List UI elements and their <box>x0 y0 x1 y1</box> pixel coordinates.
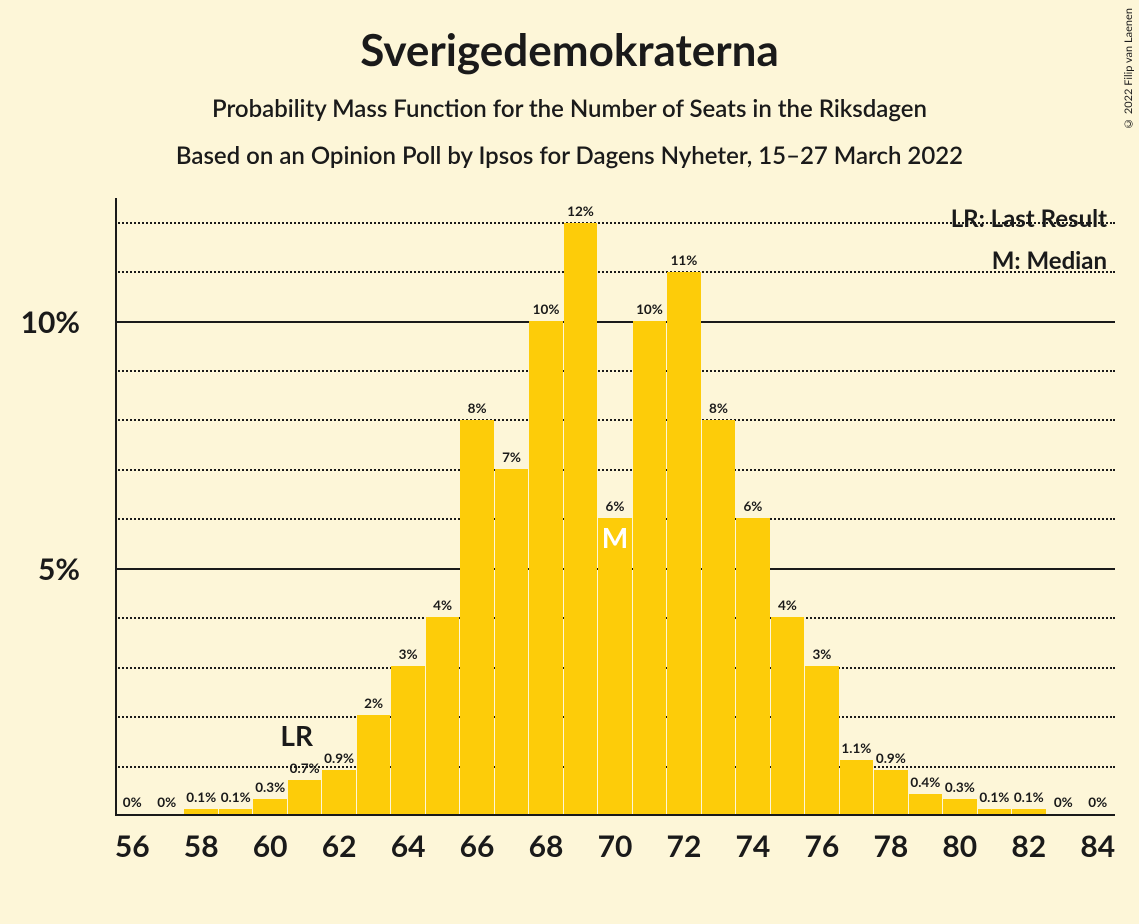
bar <box>357 715 390 814</box>
bar <box>288 780 321 814</box>
y-tick-label: 5% <box>38 551 80 587</box>
bar-value-label: 0.1% <box>186 789 216 805</box>
bar <box>840 760 873 814</box>
bar-value-label: 4% <box>778 597 797 613</box>
bar <box>633 321 666 814</box>
bar-value-label: 1.1% <box>841 740 871 756</box>
bar <box>184 809 217 814</box>
bar <box>253 799 286 814</box>
y-axis <box>115 198 117 816</box>
bar <box>771 617 804 814</box>
bar <box>322 770 355 814</box>
bar-value-label: 12% <box>567 203 594 219</box>
y-tick-label: 10% <box>21 304 80 340</box>
bar <box>564 223 597 814</box>
bar <box>598 518 631 814</box>
chart-subtitle-2: Based on an Opinion Poll by Ipsos for Da… <box>0 141 1139 170</box>
bar-value-label: 0.9% <box>876 750 906 766</box>
bar <box>495 469 528 814</box>
bar-value-label: 0.3% <box>945 779 975 795</box>
x-tick-label: 74 <box>736 828 771 864</box>
bar <box>460 420 493 814</box>
bar <box>219 809 252 814</box>
bar-value-label: 10% <box>636 301 663 317</box>
bar-value-label: 6% <box>606 498 625 514</box>
bar <box>805 666 838 814</box>
chart-subtitle-1: Probability Mass Function for the Number… <box>0 94 1139 123</box>
x-tick-label: 76 <box>804 828 839 864</box>
chart-container: Sverigedemokraterna Probability Mass Fun… <box>0 0 1139 924</box>
bar <box>426 617 459 814</box>
x-tick-label: 78 <box>873 828 908 864</box>
bar-value-label: 0% <box>1088 794 1107 810</box>
x-tick-label: 62 <box>322 828 357 864</box>
bar <box>943 799 976 814</box>
bar-value-label: 6% <box>743 498 762 514</box>
x-tick-label: 68 <box>529 828 564 864</box>
x-tick-label: 72 <box>667 828 702 864</box>
bar-value-label: 8% <box>709 400 728 416</box>
bar <box>1012 809 1045 814</box>
grid-minor <box>115 419 1115 421</box>
bar-value-label: 3% <box>399 646 418 662</box>
x-tick-label: 56 <box>115 828 150 864</box>
bar-value-label: 0.4% <box>910 774 940 790</box>
x-axis <box>115 814 1115 816</box>
plot-area: LR: Last Result M: Median 0%0%0.1%0.1%0.… <box>115 198 1115 816</box>
copyright-text: © 2022 Filip van Laenen <box>1122 8 1135 130</box>
bar-value-label: 0% <box>123 794 142 810</box>
bar-value-label: 3% <box>812 646 831 662</box>
bar-value-label: 10% <box>533 301 560 317</box>
bar <box>702 420 735 814</box>
bar <box>874 770 907 814</box>
x-tick-label: 84 <box>1080 828 1115 864</box>
grid-minor <box>115 469 1115 471</box>
median-marker: M <box>602 520 628 554</box>
bar <box>529 321 562 814</box>
bar-value-label: 8% <box>468 400 487 416</box>
bar-value-label: 0% <box>1054 794 1073 810</box>
bar-value-label: 0.1% <box>979 789 1009 805</box>
grid-minor <box>115 271 1115 273</box>
x-tick-label: 64 <box>391 828 426 864</box>
legend-last-result: LR: Last Result <box>951 204 1107 233</box>
grid-minor <box>115 222 1115 224</box>
x-tick-label: 58 <box>184 828 219 864</box>
grid-minor <box>115 370 1115 372</box>
bar <box>978 809 1011 814</box>
x-tick-label: 80 <box>942 828 977 864</box>
bar <box>736 518 769 814</box>
bar <box>909 794 942 814</box>
x-tick-label: 82 <box>1011 828 1046 864</box>
bar-value-label: 0.1% <box>1014 789 1044 805</box>
bar <box>667 272 700 814</box>
x-tick-label: 66 <box>460 828 495 864</box>
grid-major <box>115 321 1115 323</box>
bar-value-label: 0% <box>157 794 176 810</box>
x-tick-label: 70 <box>598 828 633 864</box>
bar-value-label: 11% <box>671 252 698 268</box>
bar <box>391 666 424 814</box>
bar-value-label: 4% <box>433 597 452 613</box>
x-tick-label: 60 <box>253 828 288 864</box>
bar-value-label: 0.3% <box>255 779 285 795</box>
last-result-marker: LR <box>280 718 313 752</box>
bar-value-label: 2% <box>364 695 383 711</box>
bar-value-label: 0.1% <box>221 789 251 805</box>
chart-title: Sverigedemokraterna <box>0 0 1139 76</box>
bar-value-label: 7% <box>502 449 521 465</box>
bar-value-label: 0.9% <box>324 750 354 766</box>
bar-value-label: 0.7% <box>290 760 320 776</box>
